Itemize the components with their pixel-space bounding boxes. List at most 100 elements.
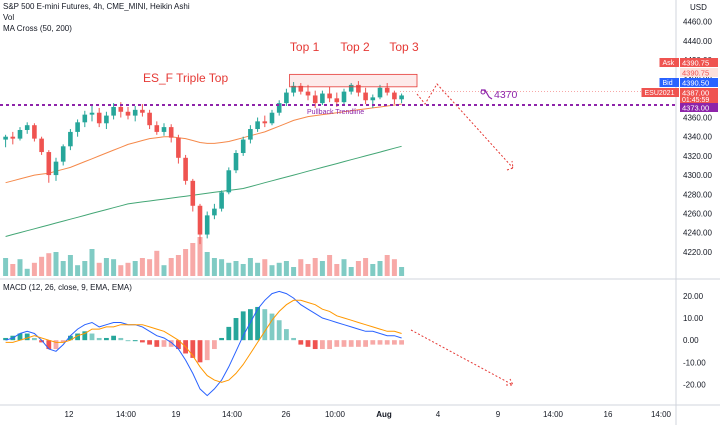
time-tick-label: 16 <box>604 410 613 419</box>
macd-histogram-bar <box>24 333 30 341</box>
macd-histogram-bar <box>118 337 124 341</box>
ma50-line <box>5 103 402 184</box>
macd-histogram-bar <box>305 340 311 347</box>
volume-bar <box>370 264 376 276</box>
macd-histogram-bar <box>262 309 268 341</box>
time-tick-label: 14:00 <box>222 410 243 419</box>
volume-bar <box>168 258 174 276</box>
candle-body <box>53 161 59 176</box>
pattern-title: ES_F Triple Top <box>143 71 228 85</box>
macd-histogram-bar <box>53 340 59 350</box>
candle-body <box>60 146 66 162</box>
macd-histogram-bar <box>68 335 73 341</box>
candle-body <box>89 112 95 115</box>
price-axis-label-box <box>641 88 679 97</box>
top-label: Top 2 <box>340 40 370 54</box>
volume-bar <box>312 258 318 276</box>
volume-bar <box>269 265 275 276</box>
macd-histogram-bar <box>39 340 44 343</box>
candle-body <box>233 153 239 171</box>
volume-bar <box>298 259 304 276</box>
ma200-line <box>5 145 402 237</box>
volume-bar <box>89 249 95 276</box>
macd-histogram-bar <box>140 340 145 343</box>
macd-histogram-bar <box>348 340 354 347</box>
symbol-title: S&P 500 E-mini Futures, 4h, CME_MINI, He… <box>3 2 190 11</box>
price-tick-label: 4240.00 <box>683 229 712 238</box>
candle-body <box>212 208 217 216</box>
macd-histogram-bar <box>32 337 37 341</box>
currency-label: USD <box>690 3 707 12</box>
macd-histogram-bar <box>269 313 275 341</box>
volume-bar <box>211 258 217 276</box>
macd-tick-label: 20.00 <box>683 292 704 301</box>
volume-bar <box>219 259 225 276</box>
macd-histogram-bar <box>82 331 88 341</box>
macd-histogram-bar <box>284 329 289 341</box>
price-axis-tag <box>680 58 718 67</box>
volume-bar <box>190 243 196 276</box>
volume-bar <box>161 265 167 276</box>
time-tick-label: 14:00 <box>116 410 137 419</box>
candle-body <box>104 115 109 124</box>
volume-bar <box>247 258 253 276</box>
price-tick-label: 4300.00 <box>683 171 712 180</box>
volume-bar <box>118 265 124 276</box>
candle-body <box>298 85 304 92</box>
macd-histogram-bar <box>356 340 361 347</box>
macd-histogram-bar <box>176 340 181 350</box>
macd-histogram-bar <box>334 340 340 347</box>
macd-histogram-bar <box>104 337 109 341</box>
price-axis-tag-countdown: 01:45:59 <box>682 97 709 104</box>
candle-body <box>363 92 368 101</box>
macd-line <box>5 290 402 397</box>
macd-histogram-bar <box>46 340 52 350</box>
volume-bar <box>363 258 369 276</box>
volume-bar <box>10 264 16 276</box>
price-tick-label: 4320.00 <box>683 152 712 161</box>
macd-histogram-bar <box>154 340 160 347</box>
macd-histogram-bar <box>399 340 404 345</box>
macd-histogram-bar <box>298 340 304 345</box>
candle-body <box>320 93 325 104</box>
price-axis-tag-value: 4390.75 <box>682 59 709 68</box>
candle-body <box>327 93 332 99</box>
volume-bar <box>334 264 340 276</box>
macd-histogram-bar <box>204 340 210 361</box>
macd-histogram-bar <box>226 326 232 341</box>
triple-top-box <box>289 73 418 88</box>
macd-histogram-bar <box>111 335 116 341</box>
macd-histogram-bar <box>370 340 376 345</box>
time-tick-label: 26 <box>282 410 291 419</box>
volume-bar <box>384 255 390 276</box>
macd-histogram-bar <box>248 309 253 341</box>
candle-body <box>348 84 354 92</box>
volume-bar <box>197 237 203 276</box>
candle-body <box>276 103 282 113</box>
price-tick-label: 4340.00 <box>683 133 712 142</box>
macd-histogram-bar <box>233 318 239 341</box>
candle-body <box>399 95 404 100</box>
price-axis-label-box <box>659 78 679 87</box>
candle-body <box>96 112 102 124</box>
candle-body <box>68 131 73 147</box>
price-axis-tag-value: 4390.75 <box>682 69 709 78</box>
volume-bar <box>39 256 45 276</box>
candle-body <box>262 121 268 124</box>
volume-bar <box>327 255 333 276</box>
macd-histogram-bar <box>147 340 152 345</box>
macd-histogram-bar <box>384 340 390 345</box>
volume-bar <box>226 262 232 276</box>
price-axis-tag-value: 4387.00 <box>682 89 709 98</box>
candle-body <box>255 121 260 130</box>
candle-body <box>17 129 23 139</box>
volume-bar <box>17 259 23 276</box>
candle-body <box>75 122 80 132</box>
price-axis-label-name: ESU2021 <box>645 90 675 97</box>
macd-histogram-bar <box>168 340 174 347</box>
price-axis-tag <box>680 68 718 77</box>
macd-histogram-bar <box>219 337 224 341</box>
price-axis-label-name: Ask <box>663 60 675 67</box>
time-tick-label: 4 <box>436 410 441 419</box>
candle-body <box>147 112 152 126</box>
